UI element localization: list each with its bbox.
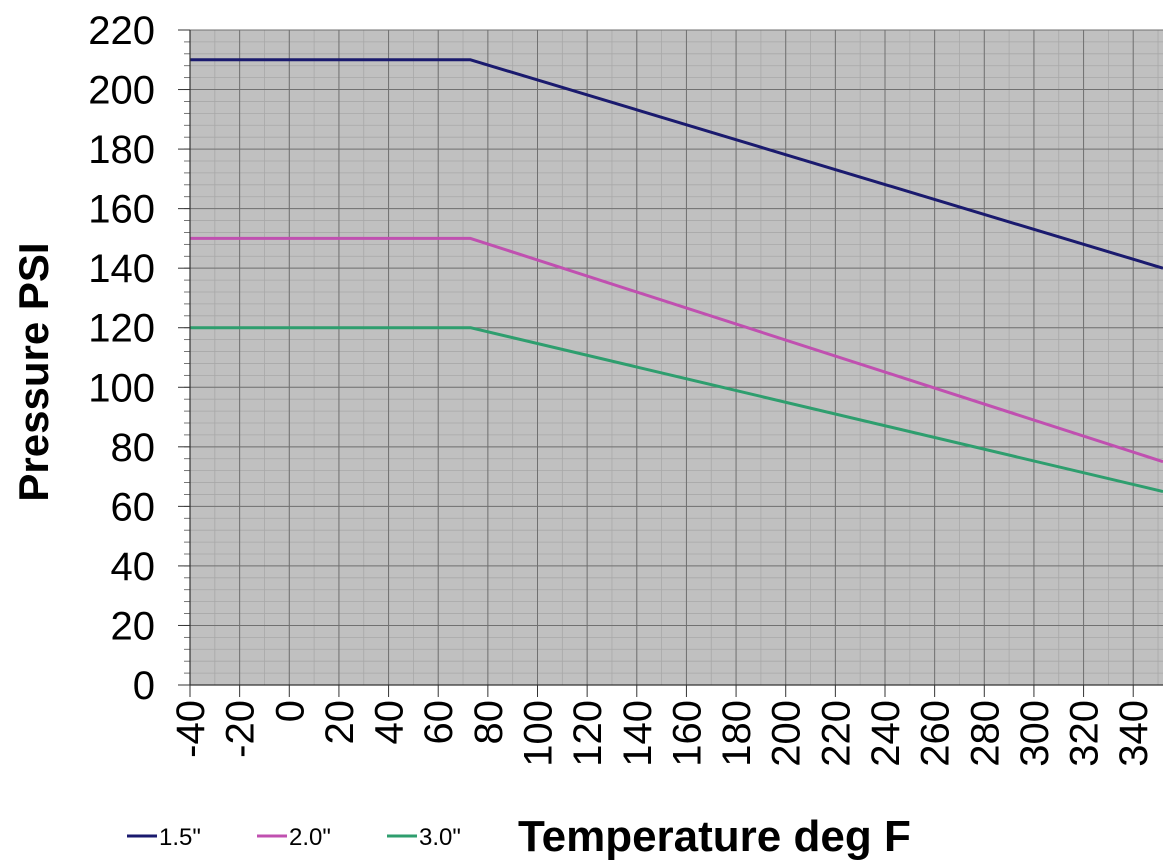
series-line-2	[190, 236, 1163, 464]
x-tick-label: 260	[914, 700, 958, 767]
x-tick-label: 280	[963, 700, 1007, 767]
plot-area	[190, 30, 1163, 685]
x-tick-label: 140	[616, 700, 660, 767]
x-tick-label: 60	[417, 700, 461, 745]
y-tick-label: 200	[88, 69, 155, 113]
axes	[178, 29, 1163, 697]
series-line-1	[190, 58, 1163, 270]
x-tick-label: 180	[715, 700, 759, 767]
y-tick-label: 20	[111, 604, 156, 648]
x-tick-label: 340	[1112, 700, 1156, 767]
x-tick-label: -20	[219, 700, 263, 758]
x-tick-label: 40	[368, 700, 412, 745]
x-tick-label: 20	[318, 700, 362, 745]
plot-background	[190, 30, 1163, 685]
y-tick-label: 60	[111, 485, 156, 529]
series-lines	[190, 58, 1163, 493]
y-tick-label: 0	[133, 664, 155, 708]
legend-label-1: 1.5"	[159, 824, 201, 851]
legend-label-2: 2.0"	[289, 824, 331, 851]
series-line-3	[190, 326, 1163, 493]
y-tick-label: 120	[88, 307, 155, 351]
x-tick-label: 300	[1013, 700, 1057, 767]
x-tick-label: 200	[765, 700, 809, 767]
y-tick-label: 220	[88, 9, 155, 53]
y-tick-label: 180	[88, 128, 155, 172]
legend: 1.5" 2.0" 3.0"	[127, 824, 461, 851]
y-tick-label: 40	[111, 545, 156, 589]
x-tick-label: 100	[517, 700, 561, 767]
x-tick-labels: -40 -20 0 20 40 60 80 100 120 140 160 180 200 220 240 2…	[169, 700, 1156, 767]
x-tick-label: 120	[566, 700, 610, 767]
y-tick-label: 140	[88, 247, 155, 291]
x-axis-label: Temperature deg F	[518, 812, 911, 861]
x-tick-label: 240	[864, 700, 908, 767]
x-tick-label: 80	[467, 700, 511, 745]
x-tick-label: 160	[665, 700, 709, 767]
legend-label-3: 3.0"	[419, 824, 461, 851]
y-tick-label: 80	[111, 426, 156, 470]
y-tick-label: 160	[88, 188, 155, 232]
y-tick-label: 100	[88, 366, 155, 410]
y-axis-label: Pressure PSI	[10, 242, 57, 501]
x-tick-label: -40	[169, 700, 213, 758]
x-tick-label: 0	[268, 700, 312, 722]
x-tick-label: 220	[814, 700, 858, 767]
x-tick-label: 320	[1063, 700, 1107, 767]
y-tick-labels: 0 20 40 60 80 100 120 140 160 180 200 220	[88, 9, 155, 708]
